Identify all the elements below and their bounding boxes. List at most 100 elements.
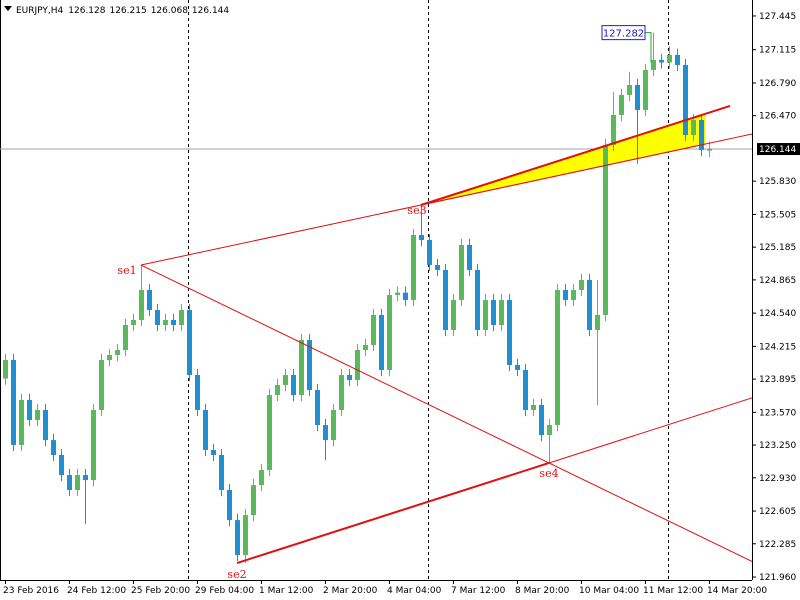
candle-body	[531, 404, 536, 410]
axes: 121.960 122.285 122.605 122.930 123.250 123.5…	[3, 12, 796, 596]
trendline	[140, 264, 752, 563]
candle-body	[339, 375, 344, 410]
annotation-label: se3	[407, 204, 426, 217]
x-tick-label: 10 Mar 04:00	[579, 586, 639, 596]
candle-body	[659, 59, 664, 63]
y-tick-label: 122.930	[759, 474, 796, 484]
candle-body	[331, 409, 336, 441]
candle-body	[651, 59, 656, 70]
candle-body	[707, 149, 712, 151]
chart-header: EURJPY,H4 126.128 126.215 126.068 126.144	[16, 6, 229, 16]
y-tick-label: 124.865	[759, 276, 796, 286]
candle-body	[427, 239, 432, 266]
candle-body	[547, 425, 552, 436]
candle-body	[691, 119, 696, 136]
candle-body	[219, 454, 224, 490]
y-tick-label: 125.505	[759, 210, 796, 220]
symbol: EURJPY,H4	[16, 6, 64, 16]
x-tick-label: 7 Mar 12:00	[451, 586, 506, 596]
candle-body	[3, 359, 8, 379]
y-tick-label: 122.285	[759, 540, 796, 550]
candle-body	[27, 399, 32, 421]
candle-body	[451, 300, 456, 330]
candle-body	[235, 520, 240, 556]
candle-body	[467, 244, 472, 270]
candle-body	[523, 369, 528, 410]
candle-body	[59, 454, 64, 476]
candle-body	[35, 409, 40, 421]
candle-body	[67, 475, 72, 490]
trendline	[548, 397, 752, 464]
candle-body	[507, 300, 512, 365]
candle-body	[275, 385, 280, 396]
candle-body	[211, 449, 216, 455]
y-tick-label: 126.470	[759, 112, 796, 122]
candle-body	[299, 340, 304, 396]
candle-body	[603, 144, 608, 315]
candle-body	[195, 375, 200, 410]
candle-body	[667, 54, 672, 63]
candle-body	[91, 409, 96, 481]
annotation-label: se4	[539, 467, 558, 480]
x-tick-label: 25 Feb 20:00	[131, 586, 190, 596]
candle-body	[699, 119, 704, 150]
candle-body	[251, 485, 256, 516]
y-tick-label: 124.215	[759, 342, 796, 352]
x-tick-label: 2 Mar 20:00	[323, 586, 378, 596]
candle-body	[259, 470, 264, 486]
price-tag-box	[757, 143, 800, 156]
candle-body	[363, 345, 368, 351]
candle-body	[619, 94, 624, 115]
high-label: 127.282	[603, 29, 644, 40]
candle-body	[283, 375, 288, 386]
price-tag: 126.144	[759, 145, 796, 155]
candle-body	[99, 359, 104, 410]
x-tick-label: 14 Mar 20:00	[707, 586, 767, 596]
trendline-thick	[420, 104, 731, 206]
x-tick-label: 29 Feb 04:00	[195, 586, 254, 596]
candle-body	[131, 319, 136, 325]
candle-body	[411, 234, 416, 301]
candle-body	[123, 324, 128, 351]
y-tick-label: 121.960	[759, 573, 796, 583]
candle-body	[627, 85, 632, 95]
candle-body	[115, 350, 120, 355]
candle-body	[595, 314, 600, 330]
candle-body	[563, 290, 568, 301]
candle-body	[611, 114, 616, 145]
header-high: 126.215	[109, 6, 146, 16]
candle-body	[635, 85, 640, 110]
header-low: 126.068	[151, 6, 188, 16]
y-tick-label: 127.115	[759, 46, 796, 56]
y-tick-label: 122.605	[759, 507, 796, 517]
candle-body	[483, 300, 488, 330]
x-tick-label: 23 Feb 2016	[3, 586, 59, 596]
candle-body	[571, 290, 576, 301]
candle-body	[515, 364, 520, 370]
candle-body	[171, 319, 176, 325]
high-connector	[645, 32, 652, 63]
candle-body	[419, 234, 424, 240]
candle-body	[155, 310, 160, 325]
candle-body	[347, 375, 352, 381]
candle-body	[683, 64, 688, 136]
menu-triangle[interactable]	[4, 6, 12, 11]
candle-body	[51, 440, 56, 455]
header-close: 126.144	[192, 6, 229, 16]
trendline-thick	[236, 462, 550, 564]
candle-body	[163, 319, 168, 325]
candle-body	[403, 292, 408, 301]
candle-body	[83, 475, 88, 481]
candle-body	[475, 269, 480, 330]
candle-body	[139, 290, 144, 320]
candle-body	[675, 54, 680, 65]
candle-body	[459, 244, 464, 301]
y-tick-label: 123.895	[759, 375, 796, 385]
plot-area	[0, 32, 752, 564]
candle-body	[267, 395, 272, 471]
x-tick-label: 4 Mar 04:00	[387, 586, 442, 596]
candle-body	[107, 354, 112, 360]
candle-body	[371, 314, 376, 346]
